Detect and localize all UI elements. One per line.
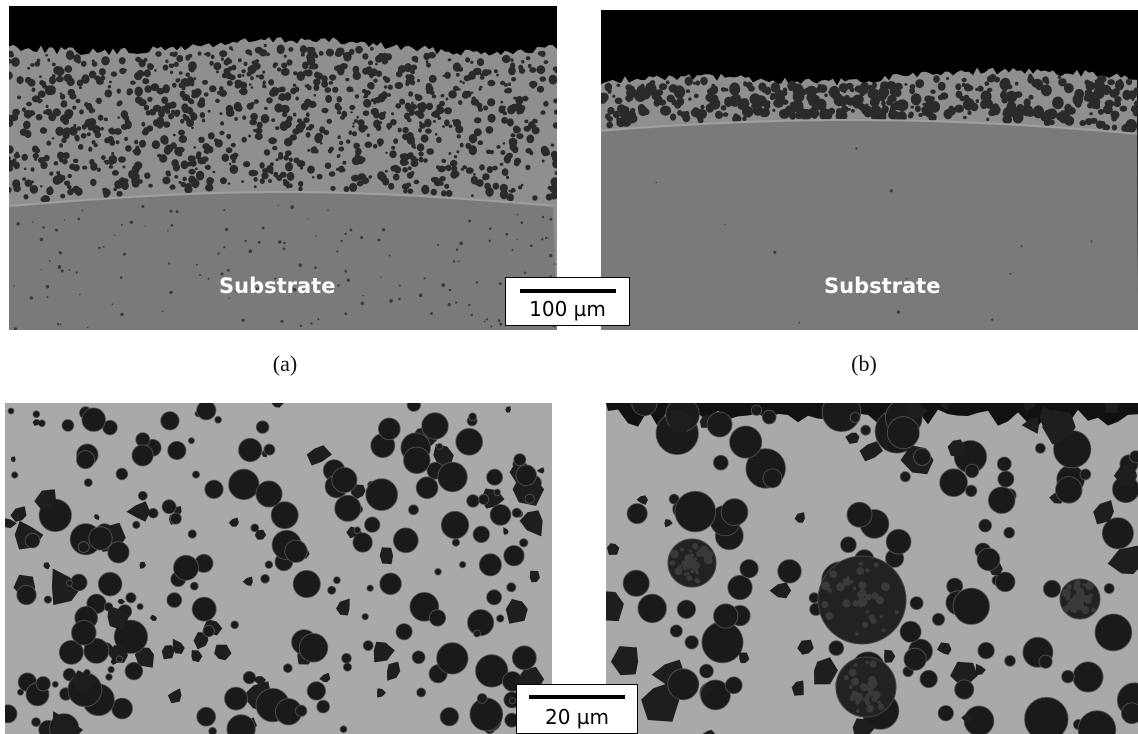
caption-b: (b): [851, 351, 877, 376]
micrograph-c-image: [5, 403, 552, 734]
scale-bar-bottom-label: 20 µm: [544, 705, 609, 729]
micrograph-d: [606, 403, 1138, 734]
scale-bar-top: 100 µm: [505, 277, 630, 326]
substrate-label-b: Substrate: [824, 274, 941, 298]
scale-bar-top-label: 100 µm: [529, 297, 606, 321]
micrograph-a: Substrate: [9, 6, 557, 330]
micrograph-c: [5, 403, 552, 734]
substrate-label-a: Substrate: [219, 274, 336, 298]
micrograph-b: Substrate: [601, 10, 1138, 330]
scale-bar-bottom: 20 µm: [516, 684, 638, 734]
micrograph-d-image: [606, 403, 1138, 734]
micrograph-a-image: [9, 6, 557, 330]
scale-bar-top-line: [520, 289, 616, 293]
scale-bar-bottom-line: [529, 695, 625, 699]
micrograph-b-image: [601, 10, 1138, 330]
caption-a: (a): [272, 351, 298, 376]
